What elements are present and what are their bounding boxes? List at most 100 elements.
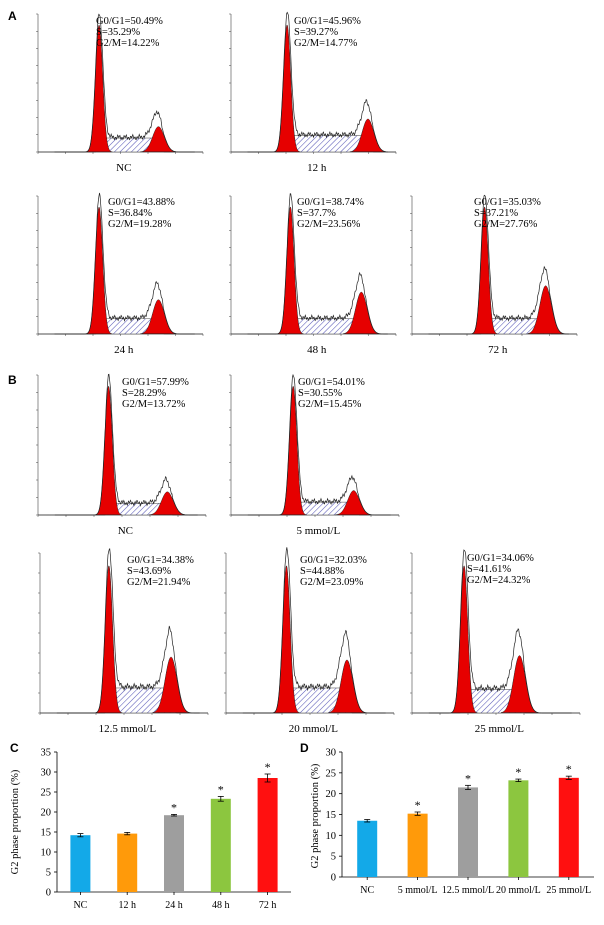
histogram-envelope-line	[54, 13, 195, 153]
bar-3	[458, 787, 478, 877]
bar-chart-y-tick-label: 5	[46, 868, 51, 879]
panel-letter-c: C	[10, 741, 19, 755]
significance-marker: *	[515, 765, 521, 779]
g2m-percentage: G2/M=24.32%	[467, 575, 531, 586]
bar-1	[70, 835, 91, 892]
histogram-condition-label: 48 h	[307, 344, 327, 356]
bar-chart-category-label: 5 mmol/L	[398, 885, 438, 896]
bar-5	[558, 777, 579, 877]
bar-chart-y-tick-label: 20	[326, 789, 337, 800]
bar-4	[508, 780, 529, 877]
histogram-envelope-line	[54, 192, 195, 335]
bar-chart-category-label: NC	[360, 885, 374, 896]
histogram-b-2: G0/G1=54.01%S=30.55%G2/M=15.45% 5 mmol/L	[229, 373, 400, 537]
bar-chart-category-label: 25 mmol/L	[546, 885, 591, 896]
panel-letter-a: A	[8, 9, 17, 23]
g2m-percentage: G2/M=27.76%	[474, 219, 538, 230]
bar-1	[357, 820, 378, 877]
bar-chart-category-label: 72 h	[259, 900, 277, 911]
bar-chart-y-tick-label: 30	[326, 748, 337, 759]
histogram-s-phase-area	[231, 501, 399, 516]
bar-chart-y-tick-label: 15	[41, 828, 52, 839]
histogram-envelope-line	[428, 549, 572, 714]
g2m-percentage: G2/M=21.94%	[127, 577, 191, 588]
panel-letter-b: B	[8, 373, 17, 387]
g2m-percentage: G2/M=13.72%	[122, 399, 186, 410]
bar-chart-c: 0 5 10 15 20 25 30 35 G2 phase proportion (%) NC 1…	[10, 748, 291, 911]
histogram-b-3: G0/G1=34.38%S=43.69%G2/M=21.94% 12.5 mmol…	[38, 547, 209, 735]
histogram-condition-label: 12 h	[307, 162, 327, 174]
bar-chart-category-label: 12 h	[118, 900, 136, 911]
significance-marker: *	[265, 760, 271, 774]
histogram-b-1: G0/G1=57.99%S=28.29%G2/M=13.72% NC	[36, 373, 207, 537]
bar-chart-y-tick-label: 25	[41, 788, 52, 799]
histogram-envelope-line	[54, 373, 198, 516]
histogram-condition-label: 72 h	[488, 344, 508, 356]
histogram-condition-label: 25 mmol/L	[475, 723, 524, 735]
s-phase-percentage: S=35.29%	[96, 27, 140, 38]
bar-chart-category-label: 20 mmol/L	[496, 885, 541, 896]
g0g1-percentage: G0/G1=32.03%	[300, 555, 367, 566]
g2m-percentage: G2/M=19.28%	[108, 219, 172, 230]
bar-chart-y-tick-label: 10	[41, 848, 52, 859]
g0g1-percentage: G0/G1=50.49%	[96, 16, 163, 27]
s-phase-percentage: S=37.21%	[474, 208, 518, 219]
histogram-a-3: G0/G1=43.88%S=36.84%G2/M=19.28% 24 h	[36, 192, 204, 356]
s-phase-percentage: S=41.61%	[467, 564, 511, 575]
bar-chart-y-tick-label: 0	[46, 888, 51, 899]
s-phase-percentage: S=36.84%	[108, 208, 152, 219]
g2m-percentage: G2/M=23.09%	[300, 577, 364, 588]
g0g1-percentage: G0/G1=34.38%	[127, 555, 194, 566]
bar-chart-y-tick-label: 5	[331, 852, 336, 863]
panel-letter-d: D	[300, 741, 309, 755]
bar-chart-y-tick-label: 0	[331, 873, 336, 884]
histogram-envelope-line	[247, 193, 388, 335]
g2m-percentage: G2/M=15.45%	[298, 399, 362, 410]
s-phase-percentage: S=39.27%	[294, 27, 338, 38]
bar-5	[257, 778, 278, 892]
histogram-a-1: G0/G1=50.49%S=35.29%G2/M=14.22% NC	[36, 13, 204, 174]
g2m-percentage: G2/M=14.77%	[294, 38, 358, 49]
g0g1-percentage: G0/G1=43.88%	[108, 197, 175, 208]
bar-2	[117, 833, 138, 892]
bar-chart-y-tick-label: 35	[41, 748, 52, 759]
histogram-condition-label: 5 mmol/L	[297, 525, 341, 537]
bar-chart-y-axis-title: G2 phase proportion (%)	[10, 769, 21, 874]
bar-chart-category-label: NC	[73, 900, 87, 911]
histogram-condition-label: 20 mmol/L	[289, 723, 338, 735]
bar-chart-d: 0 5 10 15 20 25 30 G2 phase proportion (%) NC * 5 …	[310, 748, 594, 896]
histogram-a-2: G0/G1=45.96%S=39.27%G2/M=14.77% 12 h	[229, 11, 397, 174]
significance-marker: *	[465, 771, 471, 785]
s-phase-percentage: S=44.88%	[300, 566, 344, 577]
significance-marker: *	[566, 762, 572, 776]
s-phase-percentage: S=37.7%	[297, 208, 336, 219]
bar-chart-y-tick-label: 25	[326, 768, 337, 779]
histogram-panels: G0/G1=50.49%S=35.29%G2/M=14.22% NC G0/G1=4…	[36, 11, 581, 735]
histogram-b-4: G0/G1=32.03%S=44.88%G2/M=23.09% 20 mmol/L	[224, 547, 395, 735]
significance-marker: *	[415, 798, 421, 812]
histogram-s-phase-area	[38, 318, 203, 335]
g0g1-percentage: G0/G1=45.96%	[294, 16, 361, 27]
g0g1-percentage: G0/G1=57.99%	[122, 377, 189, 388]
s-phase-percentage: S=28.29%	[122, 388, 166, 399]
histogram-envelope-line	[247, 373, 391, 516]
g2m-percentage: G2/M=23.56%	[297, 219, 361, 230]
histogram-condition-label: NC	[116, 162, 131, 174]
histogram-condition-label: 24 h	[114, 344, 134, 356]
g0g1-percentage: G0/G1=34.06%	[467, 553, 534, 564]
bar-chart-category-label: 12.5 mmol/L	[442, 885, 494, 896]
histogram-envelope-line	[56, 547, 200, 714]
histogram-a-5: G0/G1=35.03%S=37.21%G2/M=27.76% 72 h	[410, 194, 578, 356]
bar-4	[210, 798, 231, 892]
bar-chart-y-tick-label: 20	[41, 808, 52, 819]
g0g1-percentage: G0/G1=35.03%	[474, 197, 541, 208]
bar-3	[164, 815, 184, 892]
significance-marker: *	[218, 782, 224, 796]
histogram-s-phase-area	[226, 687, 394, 714]
bar-chart-category-label: 24 h	[165, 900, 183, 911]
histogram-condition-label: 12.5 mmol/L	[99, 723, 157, 735]
histogram-envelope-line	[428, 194, 569, 335]
s-phase-percentage: S=30.55%	[298, 388, 342, 399]
bar-charts: 0 5 10 15 20 25 30 35 G2 phase proportion (%) NC 1…	[10, 748, 594, 911]
